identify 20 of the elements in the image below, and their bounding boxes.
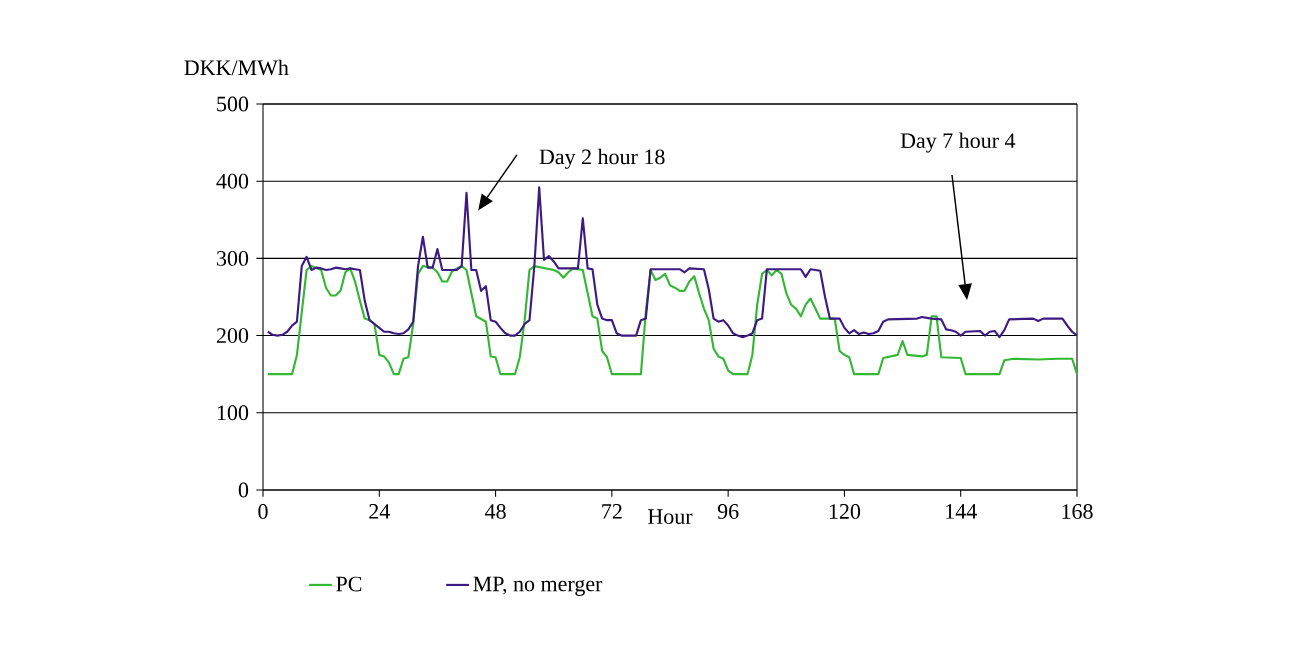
x-tick-label: 144: [946, 504, 977, 519]
x-tick-label: 96: [717, 504, 739, 519]
legend-label: PC: [336, 576, 362, 592]
x-tick-label: 120: [829, 504, 861, 519]
legend-label: MP, no merger: [473, 576, 603, 596]
x-tick-label: 0: [258, 504, 268, 519]
x-axis-title: Hour: [648, 509, 693, 524]
x-tick-label: 72: [602, 504, 622, 519]
y-axis-title: DKK/MWh: [184, 59, 289, 76]
y-tick-label: 100: [217, 405, 249, 421]
y-tick-label: 400: [216, 173, 249, 189]
x-tick-label: 48: [485, 504, 506, 519]
x-tick-label: 168: [1062, 504, 1093, 519]
y-tick-label: 200: [216, 328, 249, 344]
annotation: Day 7 hour 4: [900, 132, 1016, 153]
y-tick-label: 0: [238, 482, 249, 498]
annotation: Day 2 hour 18: [539, 148, 665, 169]
y-tick-label: 300: [217, 250, 249, 266]
y-tick-label: 500: [217, 96, 249, 112]
x-tick-label: 24: [369, 504, 390, 519]
